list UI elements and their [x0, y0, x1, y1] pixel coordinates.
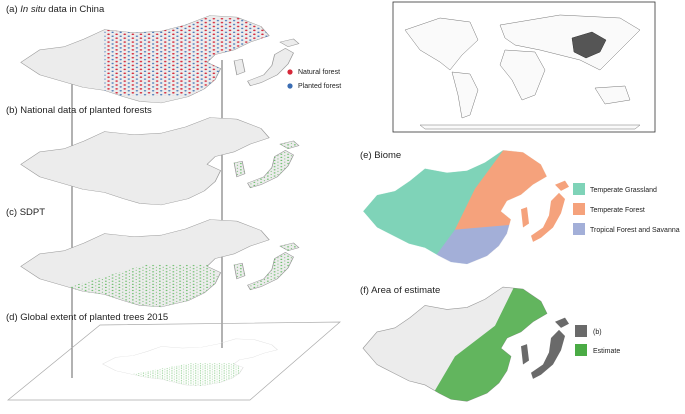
legend-swatch	[573, 183, 585, 195]
map-f	[362, 286, 569, 402]
legend-label: Estimate	[593, 348, 620, 355]
map-e	[362, 149, 569, 265]
map-b	[20, 116, 300, 206]
legend-label: Temperate Grassland	[590, 187, 657, 194]
legend-swatch	[575, 325, 587, 337]
panel-title: (b) National data of planted forests	[6, 105, 152, 116]
world-map	[404, 14, 641, 130]
map-a	[20, 14, 300, 104]
legend-label: Natural forest	[298, 69, 340, 76]
legend-swatch	[573, 203, 585, 215]
map-d	[102, 338, 278, 387]
legend-label: Tropical Forest and Savanna	[590, 227, 680, 234]
china-highlight	[571, 31, 607, 59]
legend-label: Temperate Forest	[590, 207, 645, 214]
panel-title: (a) In situ data in China	[6, 4, 105, 15]
legend-e: Temperate Grassland Temperate Forest Tro…	[573, 183, 680, 235]
legend-swatch	[575, 344, 587, 356]
panel-title: (c) SDPT	[6, 207, 45, 218]
legend-swatch	[287, 83, 293, 89]
legend-label: Planted forest	[298, 83, 341, 90]
legend-swatch	[573, 223, 585, 235]
panel-title: (f) Area of estimate	[360, 285, 440, 296]
panel-title: (d) Global extent of planted trees 2015	[6, 312, 168, 323]
legend-f: (b) Estimate	[575, 325, 620, 356]
panel-title: (e) Biome	[360, 150, 401, 161]
plane	[7, 321, 341, 401]
legend-label: (b)	[593, 329, 602, 336]
legend-swatch	[287, 69, 293, 75]
map-c	[20, 218, 300, 308]
